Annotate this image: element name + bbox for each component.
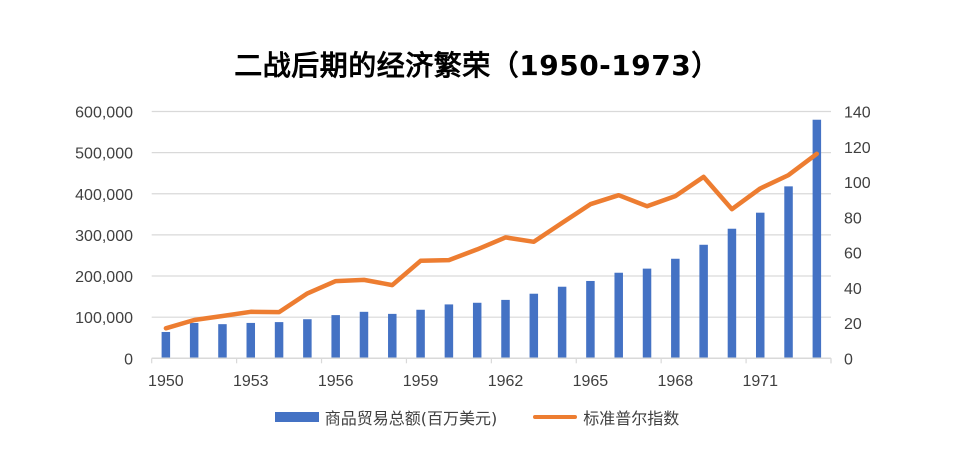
line-series <box>163 151 820 331</box>
legend: 商品贸易总额(百万美元) 标准普尔指数 <box>0 405 954 429</box>
left-y-tick-label: 0 <box>124 351 133 368</box>
left-y-tick-label: 300,000 <box>75 228 133 245</box>
gridlines <box>151 110 831 318</box>
left-y-tick-label: 100,000 <box>75 310 133 327</box>
bar <box>784 186 793 359</box>
right-y-tick-label: 0 <box>844 351 853 368</box>
right-y-tick-label: 60 <box>844 246 862 263</box>
left-y-axis-labels: 0 100,000 200,000 300,000 400,000 500,000 600,… <box>75 105 133 369</box>
x-tick-label: 1962 <box>488 373 524 390</box>
bar <box>699 244 708 359</box>
right-y-tick-label: 140 <box>844 105 871 122</box>
right-y-tick-label: 100 <box>844 175 871 192</box>
bar <box>331 315 340 359</box>
bar <box>189 322 199 359</box>
x-tick-label: 1965 <box>573 373 609 390</box>
bar <box>671 258 680 359</box>
x-tick-label: 1971 <box>742 373 778 390</box>
bar <box>388 313 397 359</box>
left-y-tick-label: 500,000 <box>75 146 133 163</box>
bar <box>501 299 510 359</box>
right-y-tick-label: 20 <box>844 316 862 333</box>
x-tick-label: 1968 <box>658 373 694 390</box>
right-y-tick-label: 40 <box>844 281 862 298</box>
legend-line-swatch-icon <box>533 415 578 419</box>
x-tick-label: 1959 <box>403 373 439 390</box>
legend-bar-swatch-icon <box>274 412 319 422</box>
bar <box>642 268 652 359</box>
bar <box>416 309 425 359</box>
bar <box>303 319 312 359</box>
left-y-tick-label: 600,000 <box>75 105 133 122</box>
bar-series <box>161 119 822 359</box>
bar <box>274 322 284 359</box>
x-tick-label: 1953 <box>233 373 269 390</box>
x-axis <box>151 357 832 364</box>
chart-title: 二战后期的经济繁荣（1950-1973） <box>234 49 720 82</box>
x-axis-labels: 1950 1953 1956 1959 1962 1965 1968 1971 <box>148 373 778 390</box>
bar <box>218 324 227 359</box>
x-tick-label: 1950 <box>148 373 184 390</box>
bar <box>755 212 765 359</box>
right-y-tick-label: 120 <box>844 140 871 157</box>
bar <box>812 119 822 359</box>
bar <box>557 286 567 359</box>
bar <box>472 302 482 359</box>
legend-item-sp-index[interactable]: 标准普尔指数 <box>533 405 679 429</box>
bar <box>614 272 623 359</box>
left-y-tick-label: 400,000 <box>75 187 133 204</box>
bar <box>727 228 737 359</box>
bar <box>246 322 256 359</box>
bar <box>161 331 171 359</box>
bar <box>586 280 595 359</box>
left-y-tick-label: 200,000 <box>75 269 133 286</box>
right-y-axis-labels: 0 20 40 60 80 100 120 140 <box>844 105 871 369</box>
legend-label-sp-index: 标准普尔指数 <box>583 409 680 428</box>
sp-index-line <box>163 151 820 331</box>
legend-item-trade[interactable]: 商品贸易总额(百万美元) <box>274 405 498 429</box>
x-tick-label: 1956 <box>318 373 354 390</box>
legend-label-trade: 商品贸易总额(百万美元) <box>324 409 498 428</box>
bar <box>444 304 454 359</box>
bar <box>529 293 539 359</box>
bar <box>359 311 369 359</box>
right-y-tick-label: 80 <box>844 210 862 227</box>
